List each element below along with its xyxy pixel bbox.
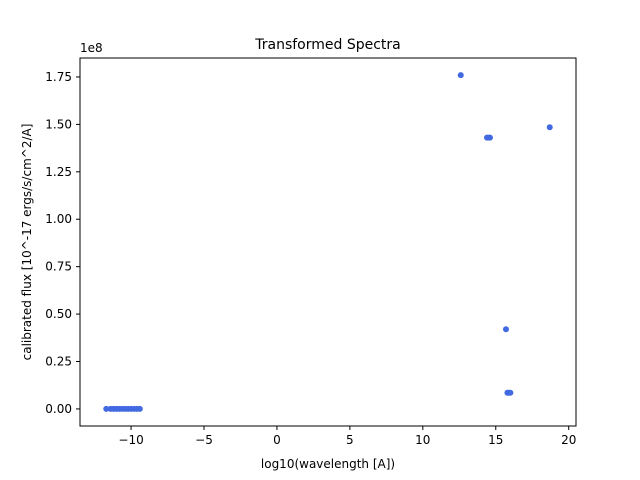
y-offset-text: 1e8 — [80, 41, 103, 55]
data-point — [546, 124, 553, 131]
x-tick-label: 20 — [561, 433, 576, 447]
data-point — [103, 405, 110, 412]
x-tick-label: 5 — [346, 433, 354, 447]
chart-title: Transformed Spectra — [254, 37, 401, 53]
x-tick-label: −5 — [195, 433, 213, 447]
y-tick-label: 0.25 — [45, 355, 72, 369]
x-tick-label: 15 — [488, 433, 503, 447]
x-tick-label: −10 — [118, 433, 143, 447]
y-tick-label: 1.50 — [45, 117, 72, 131]
y-tick-label: 1.00 — [45, 212, 72, 226]
y-axis-label: calibrated flux [10^-17 ergs/s/cm^2/A] — [20, 124, 34, 361]
y-tick-label: 1.25 — [45, 165, 72, 179]
data-point — [502, 326, 509, 333]
x-tick-label: 0 — [273, 433, 281, 447]
data-point — [486, 134, 493, 141]
y-tick-label: 0.75 — [45, 260, 72, 274]
y-tick-label: 0.00 — [45, 402, 72, 416]
x-axis-label: log10(wavelength [A]) — [261, 457, 395, 471]
data-point — [457, 72, 464, 79]
plot-frame — [79, 57, 577, 427]
y-tick-label: 0.50 — [45, 307, 72, 321]
x-tick-label: 10 — [415, 433, 430, 447]
y-tick-label: 1.75 — [45, 70, 72, 84]
data-point — [136, 405, 143, 412]
data-point — [507, 389, 514, 396]
